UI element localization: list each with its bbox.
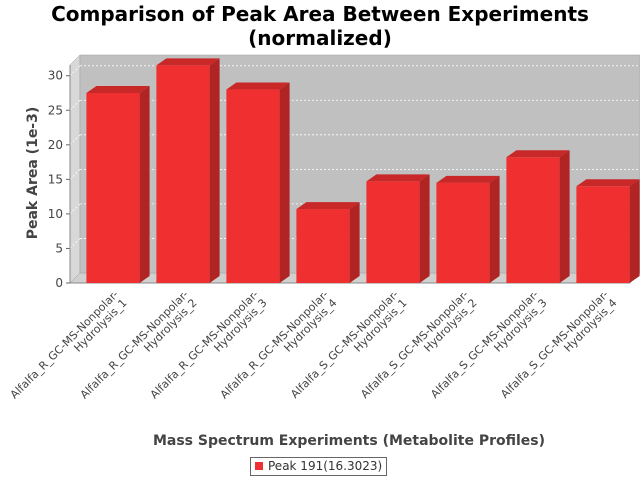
bar xyxy=(156,65,210,283)
y-tick-label: 10 xyxy=(48,207,63,221)
x-tick-label-line: Alfalfa_R_GC-MS-Nonpolar- xyxy=(8,288,121,401)
bar-side xyxy=(419,174,430,283)
y-tick-label: 20 xyxy=(48,138,63,152)
chart-title-line-1: Comparison of Peak Area Between Experime… xyxy=(51,2,589,26)
bar xyxy=(576,186,630,283)
bar-side xyxy=(349,202,360,283)
bar xyxy=(506,157,560,283)
legend-swatch xyxy=(255,462,263,470)
bar xyxy=(296,209,350,283)
y-axis-title: Peak Area (1e-3) xyxy=(25,107,41,240)
bar-side xyxy=(139,86,150,283)
x-axis-title: Mass Spectrum Experiments (Metabolite Pr… xyxy=(153,433,545,449)
bar-side xyxy=(559,150,570,283)
x-tick-label: Alfalfa_R_GC-MS-Nonpolar-Hydrolysis_1 xyxy=(8,288,130,410)
bar-top xyxy=(506,150,570,158)
bar-side xyxy=(489,175,500,283)
bar-top xyxy=(296,202,360,210)
y-tick-label: 30 xyxy=(48,69,63,83)
bar-group xyxy=(436,175,500,283)
bar-top xyxy=(576,179,640,187)
y-tick-label: 25 xyxy=(48,103,63,117)
y-tick-label: 5 xyxy=(55,241,63,255)
bar-top xyxy=(156,58,220,66)
plot-left-wall xyxy=(69,54,81,284)
bar-side xyxy=(209,58,220,284)
y-tick-label: 15 xyxy=(48,172,63,186)
bar-top xyxy=(436,175,500,183)
bar-top xyxy=(226,82,290,90)
bar xyxy=(436,182,490,283)
bar-group xyxy=(156,58,220,284)
bar-group xyxy=(366,174,430,283)
bar-group xyxy=(86,86,150,283)
legend-label: Peak 191(16.3023) xyxy=(268,459,383,473)
bar-top xyxy=(86,86,150,93)
bar xyxy=(366,181,420,283)
chart-title-line-2: (normalized) xyxy=(248,26,392,50)
bar xyxy=(86,93,140,283)
bar-group xyxy=(506,150,570,283)
y-tick-label: 0 xyxy=(55,276,63,290)
bar-group xyxy=(226,82,290,283)
bar-top xyxy=(366,174,430,182)
bar xyxy=(226,89,280,283)
chart-title: Comparison of Peak Area Between Experime… xyxy=(0,2,640,50)
bar-side xyxy=(279,82,290,283)
bar-group xyxy=(576,179,640,283)
legend: Peak 191(16.3023) xyxy=(250,457,388,476)
bar-group xyxy=(296,202,360,283)
bar-side xyxy=(629,179,640,283)
